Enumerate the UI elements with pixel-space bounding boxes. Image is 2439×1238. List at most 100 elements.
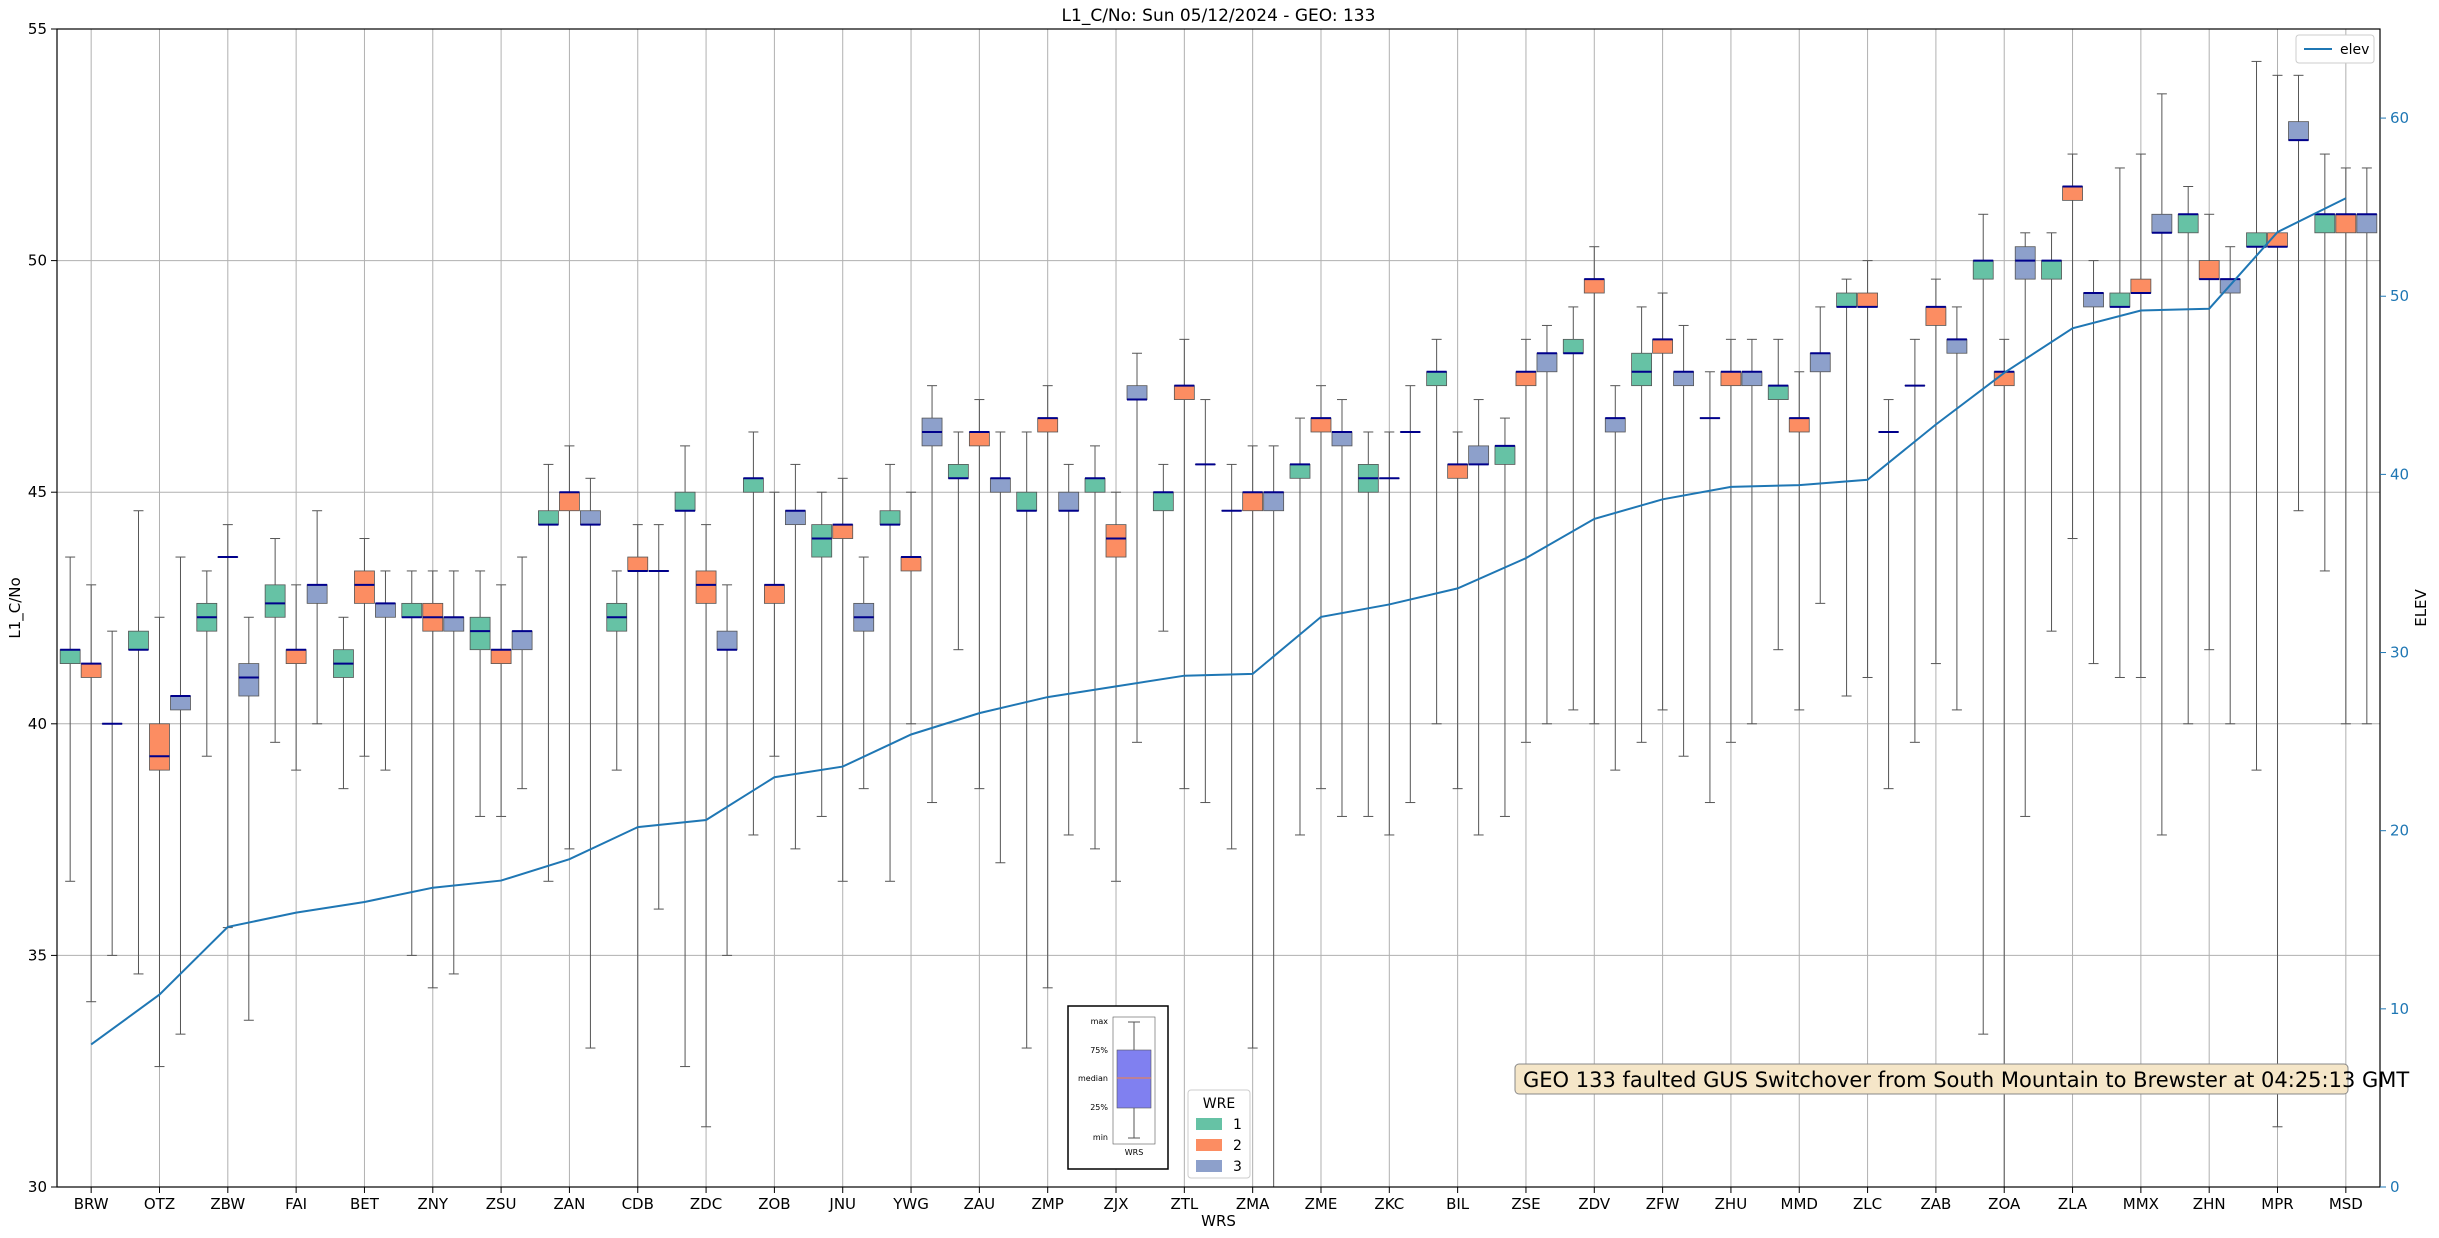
x-tick-label: ZAB — [1920, 1195, 1951, 1213]
y2-tick-label: 20 — [2390, 822, 2409, 840]
box-mmd-wre3 — [1809, 306, 1831, 604]
box-iqr — [559, 491, 580, 512]
y2-tick-label: 30 — [2390, 644, 2409, 662]
y2-tick-label: 40 — [2390, 465, 2409, 483]
box-zhu-wre2 — [1720, 338, 1742, 743]
box-ztl-wre2 — [1173, 338, 1195, 790]
box-zfw-wre3 — [1673, 324, 1695, 757]
y-axis-title: L1_C/No — [6, 577, 25, 638]
box-iqr — [1173, 385, 1195, 400]
elev-legend-label: elev — [2340, 42, 2369, 58]
x-tick-label: ZME — [1305, 1195, 1338, 1213]
box-iqr — [2177, 213, 2199, 234]
box-iqr — [354, 570, 375, 604]
y2-tick-label: 0 — [2390, 1178, 2400, 1196]
box-bil-wre1 — [1426, 338, 1448, 725]
box-zma-wre3 — [1263, 445, 1285, 1188]
box-iqr — [1037, 417, 1059, 433]
x-tick-label: YWG — [892, 1195, 929, 1213]
wre-legend-entries: 1 2 3 — [1196, 1117, 1242, 1175]
box-iqr — [674, 491, 696, 512]
wre-legend-label-1: 1 — [1233, 1117, 1242, 1133]
wre-legend-swatch-3 — [1196, 1160, 1222, 1172]
box-zse-wre1 — [1494, 417, 1516, 817]
box-zsu-wre2 — [490, 584, 512, 817]
box-zfw-wre2 — [1652, 292, 1674, 711]
box-iqr — [149, 723, 170, 771]
x-axis-title: WRS — [1201, 1212, 1236, 1230]
box-zla-wre3 — [2083, 260, 2104, 665]
box-zkc-wre3 — [1399, 385, 1421, 804]
box-zma-wre1 — [1221, 463, 1243, 850]
y2-tick-label: 60 — [2390, 109, 2409, 127]
box-cdb-wre1 — [606, 570, 628, 771]
box-fai-wre1 — [264, 538, 286, 743]
x-tick-label: MMD — [1781, 1195, 1818, 1213]
box-iqr — [128, 630, 149, 651]
x-tick-label: ZAN — [554, 1195, 586, 1213]
box-zoa-wre3 — [2014, 232, 2036, 817]
box-iqr — [900, 556, 922, 572]
box-iqr — [1152, 491, 1174, 512]
key-inner-frame — [1112, 1016, 1156, 1145]
box-iqr — [1767, 385, 1789, 400]
box-zla-wre1 — [2041, 232, 2062, 632]
box-iqr — [2356, 213, 2378, 234]
box-key-inset: max 75% median 25% min WRS — [1067, 1005, 1169, 1170]
box-otz-wre1 — [128, 510, 149, 975]
x-tick-label: ZNY — [417, 1195, 448, 1213]
box-zbw-wre1 — [196, 570, 218, 757]
x-tick-label: BIL — [1446, 1195, 1470, 1213]
x-tick-label: MPR — [2261, 1195, 2293, 1213]
box-iqr — [401, 602, 423, 618]
x-tick-label: ZKC — [1374, 1195, 1404, 1213]
box-zdv-wre3 — [1604, 385, 1626, 771]
box-zla-wre2 — [2062, 153, 2083, 540]
box-iqr — [1447, 464, 1469, 479]
box-iqr — [947, 464, 969, 479]
box-brw-wre1 — [59, 556, 81, 882]
box-iqr — [989, 477, 1011, 493]
box-ztl-wre3 — [1194, 399, 1216, 804]
y2-axis-ticks: 0 10 20 30 40 50 60 — [2380, 109, 2409, 1196]
box-mmx-wre1 — [2109, 167, 2131, 678]
box-iqr — [306, 584, 328, 604]
wre-legend: WRE 1 2 3 — [1187, 1089, 1251, 1179]
x-tick-label: ZDV — [1578, 1195, 1611, 1213]
box-iqr — [1946, 338, 1968, 354]
box-zkc-wre2 — [1378, 431, 1400, 836]
box-iqr — [1562, 338, 1584, 354]
box-iqr — [1536, 352, 1558, 373]
box-jnu-wre2 — [832, 477, 854, 882]
wre-legend-frame — [1187, 1089, 1251, 1179]
box-brw-wre3 — [101, 630, 123, 956]
box-iqr — [2109, 292, 2131, 308]
x-tick-label: ZLA — [2058, 1195, 2088, 1213]
x-tick-label: ZTL — [1170, 1195, 1198, 1213]
x-axis-ticks: BRW OTZ ZBW FAI BET ZNY ZSU ZAN CDB ZDC ZOB JNU YWG Z… — [74, 1187, 2363, 1213]
box-zmp-wre2 — [1037, 385, 1059, 989]
box-zab-wre3 — [1946, 306, 1968, 711]
box-iqr — [2130, 278, 2152, 294]
box-zlc-wre3 — [1878, 399, 1899, 790]
box-zjx-wre2 — [1105, 491, 1127, 882]
box-iqr — [285, 649, 307, 664]
box-iqr — [1673, 371, 1695, 387]
box-iqr — [170, 695, 191, 711]
box-ywg-wre2 — [900, 491, 922, 725]
box-zny-wre3 — [443, 570, 465, 975]
box-iqr — [1652, 338, 1674, 354]
box-iqr — [264, 584, 286, 618]
box-zme-wre3 — [1331, 399, 1353, 817]
box-iqr — [580, 510, 601, 526]
box-iqr — [1310, 417, 1332, 433]
box-iqr — [2198, 260, 2220, 280]
x-tick-label: ZFW — [1646, 1195, 1680, 1213]
box-mpr-wre3 — [2288, 74, 2309, 512]
box-iqr — [879, 510, 901, 526]
box-iqr — [1515, 371, 1537, 387]
box-iqr — [2083, 292, 2104, 308]
annotation-frame — [1514, 1063, 2349, 1095]
box-zme-wre1 — [1289, 417, 1311, 836]
box-zma-wre2 — [1242, 445, 1264, 1049]
